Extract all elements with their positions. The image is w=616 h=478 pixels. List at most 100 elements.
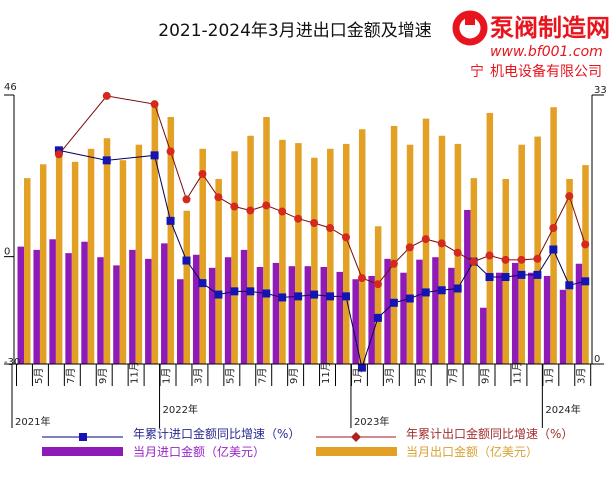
marker-circle [501,255,510,264]
bar-import [272,262,280,364]
bar-import [464,209,471,364]
bar-export [167,117,175,364]
bar-import [65,253,72,364]
bar-import [511,262,519,364]
bar-export [279,139,286,364]
bar-export [71,161,79,364]
bar-export [215,178,222,364]
marker-circle [310,218,319,227]
x-tick-label: 7月 [448,368,460,384]
marker-circle [565,192,574,201]
x-tick-label: 11月 [129,361,141,384]
legend-label: 当月出口金额（亿美元） [406,444,538,459]
legend-swatch-export [316,447,397,456]
marker-circle [373,280,382,289]
bar-export [582,165,589,364]
bar-export [263,117,270,364]
year-label: 2021年 [15,415,50,428]
bar-import [113,265,120,364]
marker-circle [246,206,255,215]
marker-square [182,256,191,265]
x-tick-label: 5月 [33,368,45,384]
marker-circle [102,91,111,100]
bar-import [543,275,551,364]
bar-export [247,135,254,364]
y-right-tick-label: 33 [594,85,607,96]
marker-square [405,294,414,303]
x-tick-label: 1月 [161,368,173,384]
marker-circle [581,240,590,249]
bar-export [390,125,398,364]
bar-export [87,148,95,364]
bar-export [343,143,350,364]
marker-square [533,270,542,279]
bar-import [256,266,264,364]
legend-swatch-import [42,447,123,456]
bar-export [518,144,525,364]
legend-marker-square [79,433,87,441]
marker-square [102,156,111,165]
marker-square [230,287,239,296]
bar-import [288,266,296,364]
x-tick-label: 1月 [352,368,364,384]
x-tick-label: 9月 [480,368,492,384]
bar-export [151,103,159,364]
bar-export [470,178,478,364]
marker-square [565,281,574,290]
bar-import [368,275,375,364]
bar-import [400,272,407,364]
bar-import [192,254,200,364]
marker-circle [182,195,191,204]
bar-import [145,258,152,364]
marker-square [294,292,303,301]
bar-import [97,257,104,364]
marker-square [198,279,207,288]
marker-square [342,292,350,301]
legend-label: 当月进口金额（亿美元） [133,444,265,459]
x-tick-label: 3月 [575,368,587,384]
bar-export [534,136,541,364]
marker-circle [166,147,175,156]
marker-square [453,284,462,293]
bar-export [135,144,143,364]
bar-import [224,257,232,364]
bar-export [502,178,509,364]
marker-square [262,289,271,298]
bar-import [496,272,503,364]
bar-import [384,258,391,364]
marker-circle [453,248,462,257]
bar-export [566,178,573,364]
bar-import [304,266,312,364]
x-tick-label: 3月 [192,368,204,384]
x-tick-label: 9月 [288,368,300,384]
bar-export [406,144,414,364]
marker-circle [214,193,223,202]
bar-import [161,243,168,364]
watermark-logo-icon [465,14,475,25]
marker-square [581,277,590,286]
marker-square [421,288,430,297]
bar-import [49,239,56,364]
marker-circle [517,255,526,264]
x-tick-label: 1月 [543,368,555,384]
year-label: 2023年 [354,415,389,428]
bar-import [575,263,583,364]
marker-circle [54,150,63,159]
axes-layer: 46 0 -30 33 0 5月 7月 9月 11月 1月 3月 5月 7月 9月 11月 1月 3月 5月 7月 9… [4,82,607,428]
marker-circle [198,169,207,178]
bar-export [183,210,190,364]
marker-circle [469,257,478,266]
bar-export [199,148,206,364]
watermark-company: 机电设备有限公司 [490,63,602,80]
x-tick-label: 5月 [224,368,236,384]
marker-circle [278,207,287,216]
watermark-brand: 泵阀制造网 [490,14,610,42]
marker-square [549,245,558,254]
bar-import [17,246,24,364]
marker-square [485,273,494,282]
x-tick-label: 5月 [416,368,428,384]
bar-export [486,112,494,364]
legend-label: 年累计出口金额同比增速（%） [406,426,573,441]
bar-export [39,164,47,364]
